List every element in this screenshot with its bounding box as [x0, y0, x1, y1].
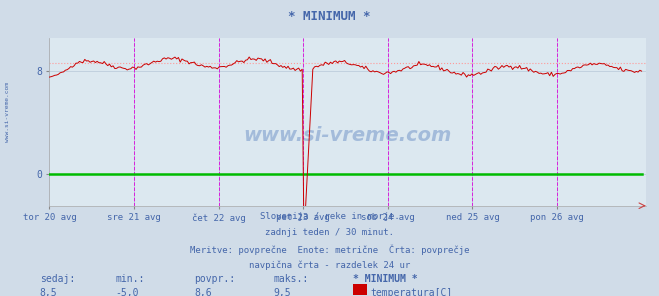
- Text: * MINIMUM *: * MINIMUM *: [353, 274, 417, 284]
- Text: -5,0: -5,0: [115, 288, 139, 296]
- Text: www.si-vreme.com: www.si-vreme.com: [5, 83, 11, 142]
- Text: Slovenija / reke in morje.: Slovenija / reke in morje.: [260, 212, 399, 221]
- Text: 8,5: 8,5: [40, 288, 57, 296]
- Text: 8,6: 8,6: [194, 288, 212, 296]
- Text: Meritve: povprečne  Enote: metrične  Črta: povprečje: Meritve: povprečne Enote: metrične Črta:…: [190, 244, 469, 255]
- Text: temperatura[C]: temperatura[C]: [370, 288, 453, 296]
- Text: maks.:: maks.:: [273, 274, 308, 284]
- Text: min.:: min.:: [115, 274, 145, 284]
- Text: navpična črta - razdelek 24 ur: navpična črta - razdelek 24 ur: [249, 260, 410, 270]
- Text: 9,5: 9,5: [273, 288, 291, 296]
- Text: zadnji teden / 30 minut.: zadnji teden / 30 minut.: [265, 228, 394, 237]
- Text: povpr.:: povpr.:: [194, 274, 235, 284]
- Text: sedaj:: sedaj:: [40, 274, 74, 284]
- Text: www.si-vreme.com: www.si-vreme.com: [243, 126, 452, 145]
- Text: * MINIMUM *: * MINIMUM *: [288, 10, 371, 23]
